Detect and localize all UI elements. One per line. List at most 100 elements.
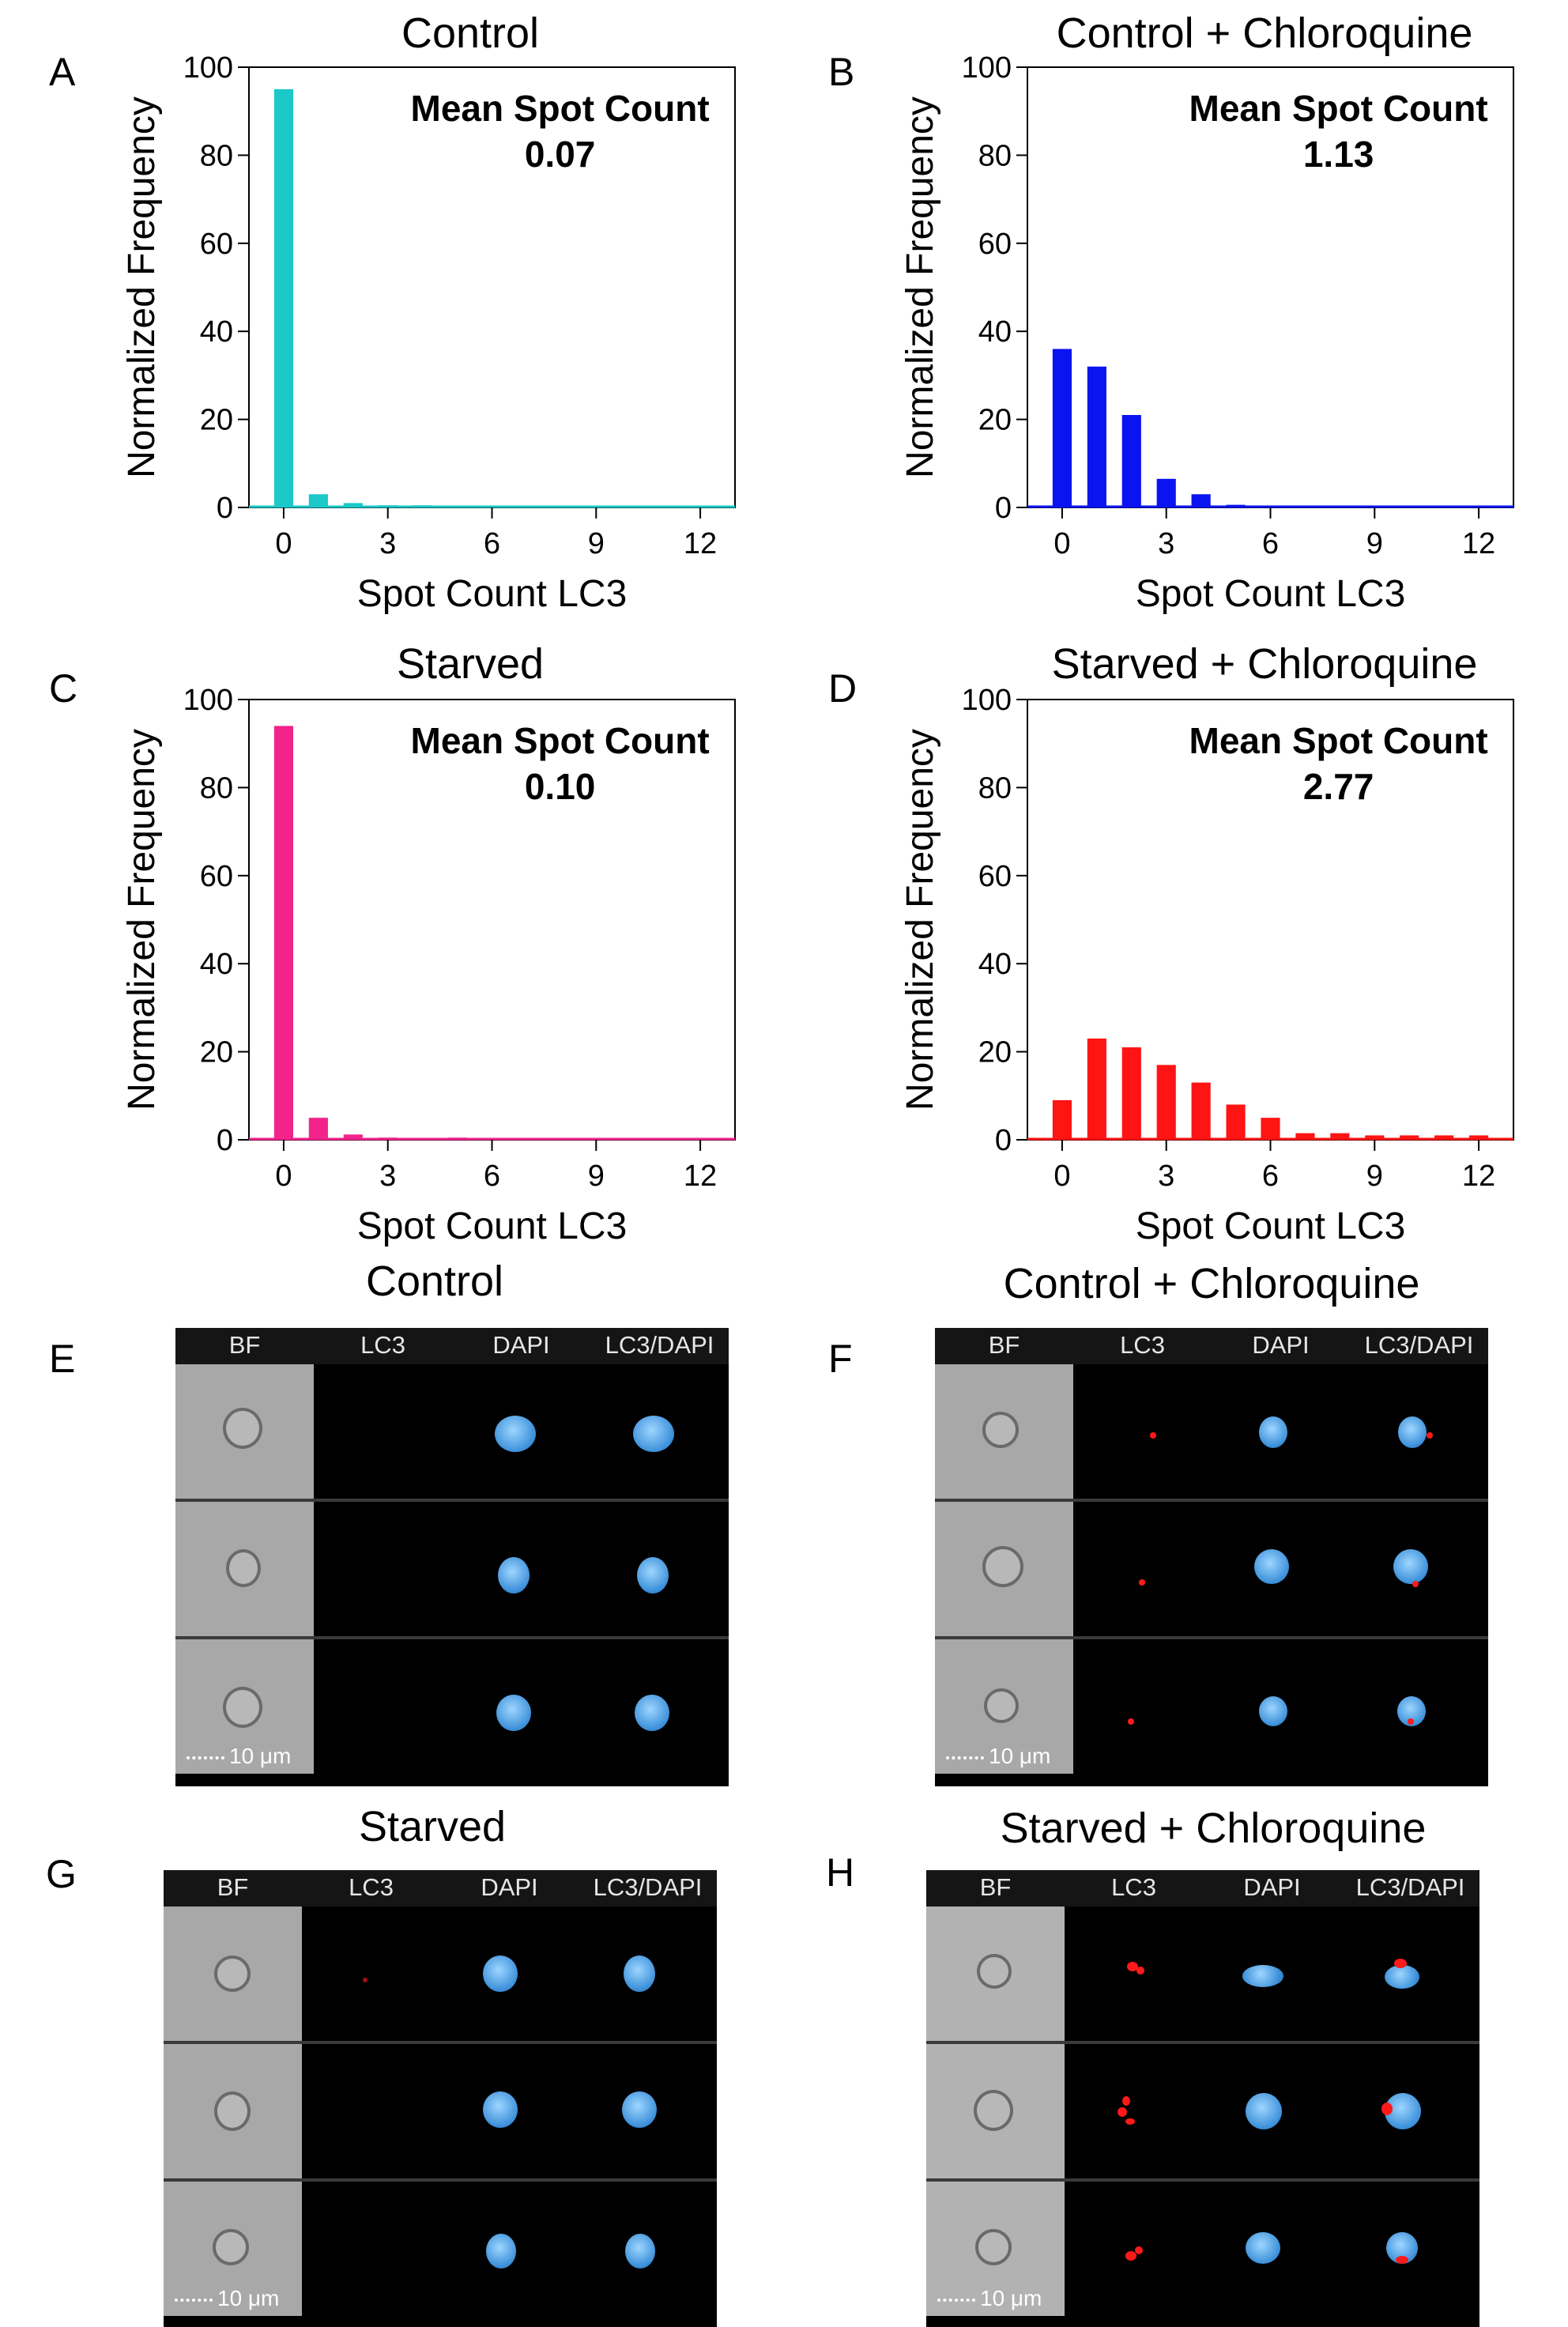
lc3-spot	[1125, 2118, 1135, 2125]
brightfield-image	[164, 1906, 302, 2041]
brightfield-image	[175, 1502, 314, 1636]
brightfield-image: 10 μm	[175, 1639, 314, 1774]
channel-label-dapi: DAPI	[492, 1331, 550, 1359]
lc3-spot	[1125, 2251, 1136, 2261]
nucleus-merged	[1398, 1416, 1427, 1448]
mean-label: Mean Spot Count	[1189, 88, 1488, 129]
x-axis-label: Spot Count LC3	[357, 573, 628, 615]
panel-title-G: Starved	[358, 1803, 507, 1850]
x-tick-label: 9	[1366, 1160, 1383, 1193]
histogram-bar	[1261, 1118, 1280, 1140]
x-tick-label: 12	[684, 527, 717, 560]
y-tick-label: 100	[962, 684, 1012, 717]
x-tick-label: 3	[379, 527, 396, 560]
x-tick-label: 0	[275, 1160, 292, 1193]
histogram-bar	[1191, 494, 1211, 507]
nucleus	[483, 1956, 518, 1992]
nucleus	[1254, 1549, 1289, 1584]
x-tick-label: 9	[588, 1160, 605, 1193]
y-tick-label: 40	[978, 948, 1012, 981]
nucleus	[1246, 2232, 1280, 2264]
panel-label-A: A	[49, 50, 76, 94]
y-tick-label: 40	[978, 315, 1012, 349]
y-tick-label: 20	[978, 1036, 1012, 1069]
y-tick-label: 80	[200, 771, 233, 805]
histogram-bar	[1121, 1047, 1141, 1140]
x-axis-label: Spot Count LC3	[1136, 1205, 1406, 1247]
y-tick-label: 40	[200, 315, 233, 349]
x-tick-label: 0	[275, 527, 292, 560]
y-axis-label: Normalized Frequency	[899, 96, 941, 478]
chart-title: Control + Chloroquine	[1057, 9, 1473, 57]
lc3-spot	[1135, 2246, 1143, 2254]
channel-label-lc3: LC3	[1111, 1873, 1156, 1901]
y-tick-label: 60	[200, 860, 233, 893]
x-tick-label: 0	[1054, 527, 1070, 560]
x-tick-label: 9	[588, 527, 605, 560]
y-tick-label: 40	[200, 948, 233, 981]
channel-label-merge: LC3/DAPI	[1355, 1873, 1465, 1901]
panel-label-D: D	[828, 666, 857, 711]
lc3-spot	[1118, 2107, 1127, 2117]
mean-value: 2.77	[1303, 766, 1374, 807]
y-tick-label: 0	[217, 1124, 233, 1157]
y-tick-label: 80	[978, 771, 1012, 805]
histogram-bar	[343, 503, 363, 507]
cell-image-grid-G: BF LC3 DAPI LC3/DAPI 10 μm	[164, 1870, 717, 2327]
x-axis-label: Spot Count LC3	[357, 1205, 628, 1247]
channel-label-merge: LC3/DAPI	[605, 1331, 714, 1359]
panel-title-H: Starved + Chloroquine	[1000, 1805, 1427, 1852]
plot-frame	[248, 66, 736, 508]
histogram-bar	[1156, 1065, 1176, 1140]
cell-row	[935, 1364, 1488, 1499]
lc3-spot	[1128, 1718, 1134, 1725]
channel-label-dapi: DAPI	[481, 1873, 538, 1901]
y-tick-label: 100	[183, 51, 233, 85]
lc3-spot	[1136, 1967, 1144, 1974]
cell-row	[164, 2044, 717, 2178]
lc3-spot-merged	[1394, 1959, 1407, 1968]
y-tick-label: 0	[995, 492, 1012, 525]
nucleus	[498, 1557, 530, 1593]
nucleus	[1246, 2093, 1282, 2129]
x-tick-label: 3	[1158, 1160, 1174, 1193]
y-tick-label: 60	[200, 228, 233, 261]
mean-label: Mean Spot Count	[411, 88, 710, 129]
channel-label-merge: LC3/DAPI	[593, 1873, 703, 1901]
nucleus	[1242, 1965, 1283, 1987]
histogram-bar	[1434, 1135, 1454, 1140]
histogram-bar	[1087, 1038, 1106, 1140]
cell-row: 10 μm	[935, 1639, 1488, 1774]
panel-label-C: C	[49, 666, 77, 711]
nucleus	[1259, 1416, 1287, 1448]
lc3-spot-merged	[1396, 2256, 1408, 2264]
x-tick-label: 12	[684, 1160, 717, 1193]
cell-row: 10 μm	[175, 1639, 729, 1774]
chart-title: Control	[401, 9, 539, 57]
cell-row	[935, 1502, 1488, 1636]
lc3-spot-merged	[1412, 1581, 1419, 1587]
nucleus-merged	[624, 1956, 655, 1992]
x-tick-label: 6	[1262, 527, 1279, 560]
histogram-bar	[1087, 366, 1106, 507]
mean-value: 1.13	[1303, 134, 1374, 175]
cell-row	[926, 1906, 1479, 2041]
y-tick-label: 20	[200, 1036, 233, 1069]
x-tick-label: 0	[1054, 1160, 1070, 1193]
brightfield-image: 10 μm	[164, 2182, 302, 2316]
lc3-spot-merged	[1427, 1432, 1433, 1439]
panel-title-E: Control	[365, 1258, 504, 1305]
brightfield-image	[926, 1906, 1065, 2041]
channel-label-bf: BF	[217, 1873, 249, 1901]
channel-label-merge: LC3/DAPI	[1364, 1331, 1474, 1359]
channel-header: BF LC3 DAPI LC3/DAPI	[175, 1328, 729, 1364]
nucleus	[495, 1416, 536, 1452]
cell-row	[164, 1906, 717, 2041]
scale-bar: 10 μm	[187, 1744, 291, 1769]
channel-label-lc3: LC3	[360, 1331, 405, 1359]
histogram-bar	[1226, 1104, 1246, 1140]
x-tick-label: 6	[484, 1160, 500, 1193]
nucleus	[483, 2091, 518, 2128]
cell-row	[926, 2044, 1479, 2178]
